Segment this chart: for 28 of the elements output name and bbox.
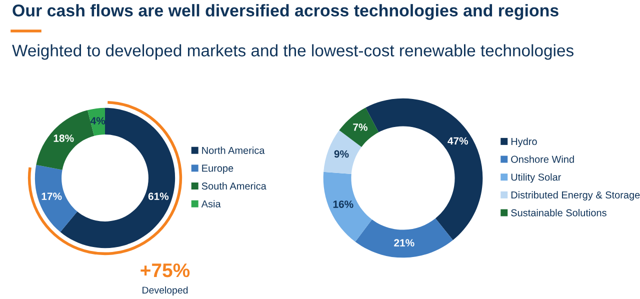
- donut-slice: [323, 172, 372, 242]
- legend-label: Distributed Energy & Storage: [511, 191, 640, 200]
- legend-label: Asia: [201, 200, 221, 208]
- legend-label: Europe: [202, 164, 234, 174]
- legend-label: Hydro: [511, 138, 537, 148]
- text: +75%: [140, 264, 190, 278]
- legend-label: South America: [202, 182, 266, 190]
- data-label: 18%: [54, 134, 74, 142]
- chart-title: Our cash flows are well diversified across technologies and regions: [12, 4, 558, 20]
- data-label: 21%: [394, 239, 414, 246]
- data-label: 4%: [90, 117, 106, 124]
- legend-label: North America: [202, 146, 265, 154]
- data-label: 9%: [334, 150, 349, 158]
- data-label: 47%: [448, 137, 468, 145]
- donut-slice: [366, 98, 483, 240]
- data-label: 61%: [148, 192, 169, 200]
- donut-slice: [355, 218, 453, 258]
- donut-slice: [324, 130, 362, 174]
- legend-label: Onshore Wind: [511, 156, 574, 163]
- data-label: 16%: [333, 200, 354, 208]
- legend-label: Utility Solar: [511, 173, 562, 183]
- donut-slice: [34, 164, 78, 232]
- data-label: 17%: [42, 192, 62, 200]
- text: Developed: [142, 286, 188, 296]
- legend-label: Sustainable Solutions: [511, 208, 606, 216]
- chart-subtitle: Weighted to developed markets and the lowest-cost renewable technologies: [12, 44, 574, 60]
- data-label: 7%: [353, 124, 368, 131]
- donut-slice: [339, 108, 379, 147]
